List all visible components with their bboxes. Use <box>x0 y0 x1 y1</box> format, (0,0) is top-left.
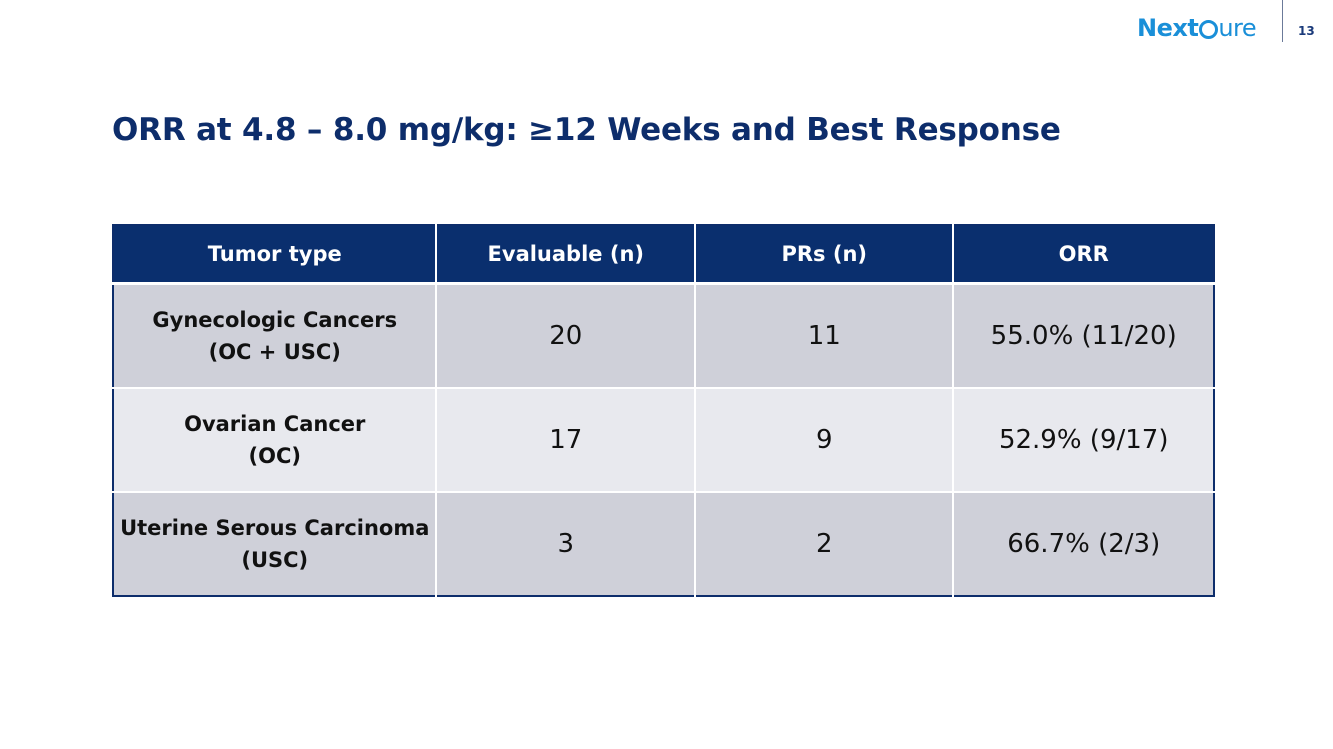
table-row: Uterine Serous Carcinoma (USC) 3 2 66.7%… <box>113 492 1214 596</box>
tumor-type-cell: Uterine Serous Carcinoma (USC) <box>113 492 438 596</box>
orr-cell: 52.9% (9/17) <box>953 388 1214 493</box>
tumor-abbrev: (OC) <box>248 444 301 468</box>
logo-c-ring-icon <box>1199 19 1219 39</box>
tumor-type-cell: Gynecologic Cancers (OC + USC) <box>113 283 438 389</box>
evaluable-cell: 3 <box>436 492 697 596</box>
prs-cell: 11 <box>695 283 955 389</box>
tumor-name: Gynecologic Cancers <box>152 308 398 332</box>
prs-cell: 9 <box>695 388 955 493</box>
logo-text-next: Next <box>1137 14 1199 42</box>
header-divider <box>1282 0 1283 42</box>
prs-cell: 2 <box>695 492 955 596</box>
table-header-row: Tumor type Evaluable (n) PRs (n) ORR <box>113 225 1214 285</box>
column-header-prs: PRs (n) <box>695 225 955 285</box>
tumor-name: Ovarian Cancer <box>184 412 366 436</box>
tumor-abbrev: (OC + USC) <box>208 340 341 364</box>
tumor-abbrev: (USC) <box>241 548 309 572</box>
tumor-name: Uterine Serous Carcinoma <box>120 516 430 540</box>
evaluable-cell: 17 <box>436 388 697 493</box>
table-row: Gynecologic Cancers (OC + USC) 20 11 55.… <box>113 283 1214 389</box>
nextcure-logo: Next ure <box>1137 13 1257 43</box>
orr-cell: 55.0% (11/20) <box>953 283 1214 389</box>
page-number: 13 <box>1298 24 1315 38</box>
orr-table: Tumor type Evaluable (n) PRs (n) ORR Gyn… <box>112 224 1215 597</box>
column-header-orr: ORR <box>953 225 1214 285</box>
slide-title: ORR at 4.8 – 8.0 mg/kg: ≥12 Weeks and Be… <box>112 112 1061 148</box>
table-row: Ovarian Cancer (OC) 17 9 52.9% (9/17) <box>113 388 1214 493</box>
column-header-evaluable: Evaluable (n) <box>436 225 697 285</box>
tumor-type-cell: Ovarian Cancer (OC) <box>113 388 438 493</box>
orr-cell: 66.7% (2/3) <box>953 492 1214 596</box>
evaluable-cell: 20 <box>436 283 697 389</box>
logo-text-cure: ure <box>1218 14 1257 42</box>
column-header-tumor-type: Tumor type <box>113 225 438 285</box>
